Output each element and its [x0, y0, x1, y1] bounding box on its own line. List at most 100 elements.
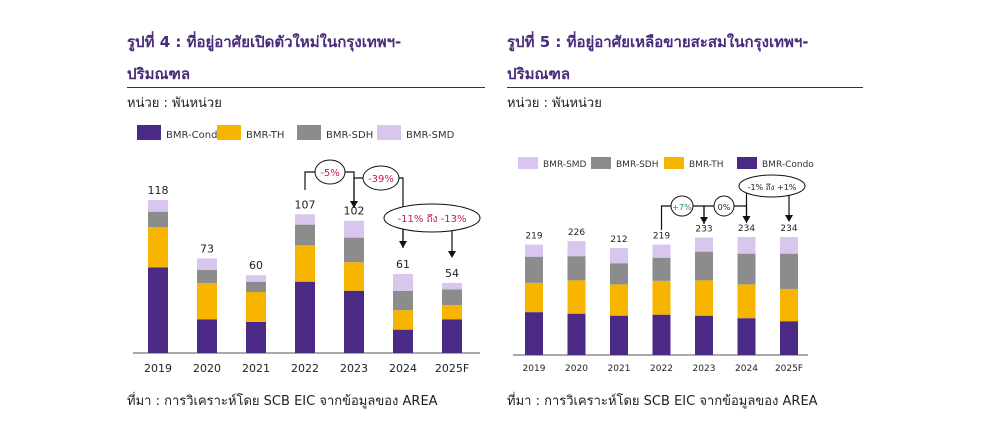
annotation-bubble-1	[713, 195, 735, 217]
unit-label: หน่วย : พันหน่วย	[507, 96, 602, 111]
bar-segment-bmr-sdh-2019	[525, 256, 543, 283]
legend-label-bmr-sdh: BMR-SDH	[616, 160, 659, 170]
bar-segment-bmr-sdh-2021	[246, 281, 266, 293]
x-tick-2025F: 2025F	[775, 364, 803, 374]
bar-segment-bmr-th-2020	[567, 280, 586, 314]
total-label-2023: 233	[695, 225, 712, 235]
bar-segment-bmr-condo-2020	[567, 313, 586, 355]
legend-swatch-bmr-condo	[737, 157, 757, 169]
bar-segment-bmr-sdh-2022	[652, 257, 671, 281]
bar-segment-bmr-condo-2019	[148, 267, 168, 353]
bar-segment-bmr-th-2021	[246, 292, 266, 322]
legend-swatch-bmr-smd	[518, 157, 538, 169]
bar-segment-bmr-smd-2021	[610, 248, 628, 264]
legend-swatch-bmr-condo	[137, 125, 161, 140]
bar-segment-bmr-smd-2020	[197, 258, 217, 271]
total-label-2020: 73	[200, 242, 214, 255]
bar-segment-bmr-smd-2022	[295, 214, 315, 225]
annotation-bubble-2	[738, 174, 806, 198]
bar-segment-bmr-sdh-2022	[295, 224, 315, 246]
legend-label-bmr-smd: BMR-SMD	[406, 130, 455, 141]
total-label-2019: 118	[148, 184, 169, 197]
bar-segment-bmr-sdh-2025F	[442, 289, 462, 306]
total-label-2025F: 54	[445, 267, 459, 280]
annotation-bubble-2	[383, 203, 481, 233]
bar-segment-bmr-th-2019	[148, 227, 168, 268]
bar-segment-bmr-smd-2025F	[442, 282, 462, 290]
bar-segment-bmr-condo-2024	[737, 318, 756, 355]
bar-segment-bmr-condo-2021	[610, 315, 628, 355]
bar-segment-bmr-smd-2019	[525, 244, 543, 257]
legend-swatch-bmr-th	[217, 125, 241, 140]
bar-segment-bmr-sdh-2023	[695, 251, 713, 281]
x-tick-2020: 2020	[193, 362, 221, 375]
legend-label-bmr-th: BMR-TH	[246, 130, 284, 141]
bar-segment-bmr-smd-2024	[737, 237, 756, 254]
title-divider	[507, 87, 863, 88]
total-label-2022: 107	[295, 198, 316, 211]
bar-segment-bmr-condo-2024	[393, 329, 413, 353]
bar-segment-bmr-sdh-2020	[197, 270, 217, 283]
legend-label-bmr-th: BMR-TH	[689, 160, 724, 170]
annotation-text-1: -39%	[368, 174, 394, 185]
bar-segment-bmr-sdh-2025F	[780, 253, 798, 289]
annotation-text-1: 0%	[718, 203, 731, 212]
bar-segment-bmr-th-2024	[737, 284, 756, 319]
bar-segment-bmr-th-2022	[652, 280, 671, 315]
bar-segment-bmr-condo-2020	[197, 319, 217, 353]
bar-segment-bmr-th-2023	[695, 280, 713, 316]
bar-segment-bmr-condo-2023	[695, 315, 713, 355]
legend-label-bmr-smd: BMR-SMD	[543, 160, 587, 170]
bar-segment-bmr-sdh-2020	[567, 256, 586, 281]
total-label-2023: 102	[344, 205, 365, 218]
total-label-2021: 60	[249, 259, 263, 272]
annotation-bubble-1	[362, 165, 400, 191]
chart-title: รูปที่ 4 : ที่อยู่อาศัยเปิดตัวใหม่ในกรุง…	[127, 33, 402, 51]
chart-title: รูปที่ 5 : ที่อยู่อาศัยเหลือขายสะสมในกรุ…	[507, 33, 809, 51]
bar-segment-bmr-th-2022	[295, 245, 315, 282]
bar-segment-bmr-sdh-2024	[737, 253, 756, 285]
annotation-bubble-0	[314, 159, 346, 185]
chart-title-line2: ปริมณฑล	[127, 65, 191, 83]
title-divider	[127, 87, 485, 88]
bar-segment-bmr-smd-2020	[567, 241, 586, 257]
x-tick-2024: 2024	[389, 362, 417, 375]
legend-label-bmr-condo: BMR-Condo	[166, 130, 224, 141]
annotation-text-0: +7%	[672, 203, 692, 212]
bar-segment-bmr-sdh-2023	[344, 237, 364, 263]
bar-segment-bmr-th-2025F	[780, 288, 798, 322]
bar-segment-bmr-smd-2019	[148, 200, 168, 212]
annotation-text-0: -5%	[320, 168, 339, 179]
total-label-2022: 219	[653, 232, 670, 242]
total-label-2021: 212	[610, 235, 627, 245]
bar-segment-bmr-condo-2025F	[780, 321, 798, 355]
stacked-bar-chart: BMR-SMD BMR-SDH BMR-TH BMR-Condo 219 2019 226 2…	[513, 157, 814, 374]
total-label-2024: 234	[738, 224, 755, 234]
bar-segment-bmr-th-2024	[393, 310, 413, 330]
source-note: ที่มา : การวิเคราะห์โดย SCB EIC จากข้อมู…	[507, 394, 818, 409]
x-tick-2020: 2020	[565, 364, 588, 374]
unit-label: หน่วย : พันหน่วย	[127, 96, 222, 111]
bar-segment-bmr-smd-2021	[246, 275, 266, 282]
bar-segment-bmr-smd-2025F	[780, 237, 798, 254]
legend-swatch-bmr-sdh	[297, 125, 321, 140]
total-label-2025F: 234	[780, 224, 797, 234]
x-tick-2025F: 2025F	[435, 362, 469, 375]
bar-segment-bmr-smd-2023	[695, 237, 713, 252]
bar-segment-bmr-condo-2021	[246, 321, 266, 353]
bar-segment-bmr-condo-2019	[525, 312, 543, 355]
x-tick-2019: 2019	[523, 364, 546, 374]
x-tick-2022: 2022	[291, 362, 319, 375]
x-tick-2019: 2019	[144, 362, 172, 375]
bar-segment-bmr-sdh-2019	[148, 211, 168, 228]
chart-panel-new-launch: รูปที่ 4 : ที่อยู่อาศัยเปิดตัวใหม่ในกรุง…	[127, 33, 485, 409]
bar-segment-bmr-th-2023	[344, 262, 364, 291]
bar-segment-bmr-th-2025F	[442, 305, 462, 320]
legend-swatch-bmr-sdh	[591, 157, 611, 169]
annotation-text-2: -11% ถึง -13%	[398, 213, 467, 225]
legend-swatch-bmr-smd	[377, 125, 401, 140]
x-tick-2021: 2021	[242, 362, 270, 375]
bar-segment-bmr-smd-2023	[344, 220, 364, 238]
bar-segment-bmr-th-2020	[197, 282, 217, 320]
annotation-arrowhead-2	[785, 215, 793, 222]
